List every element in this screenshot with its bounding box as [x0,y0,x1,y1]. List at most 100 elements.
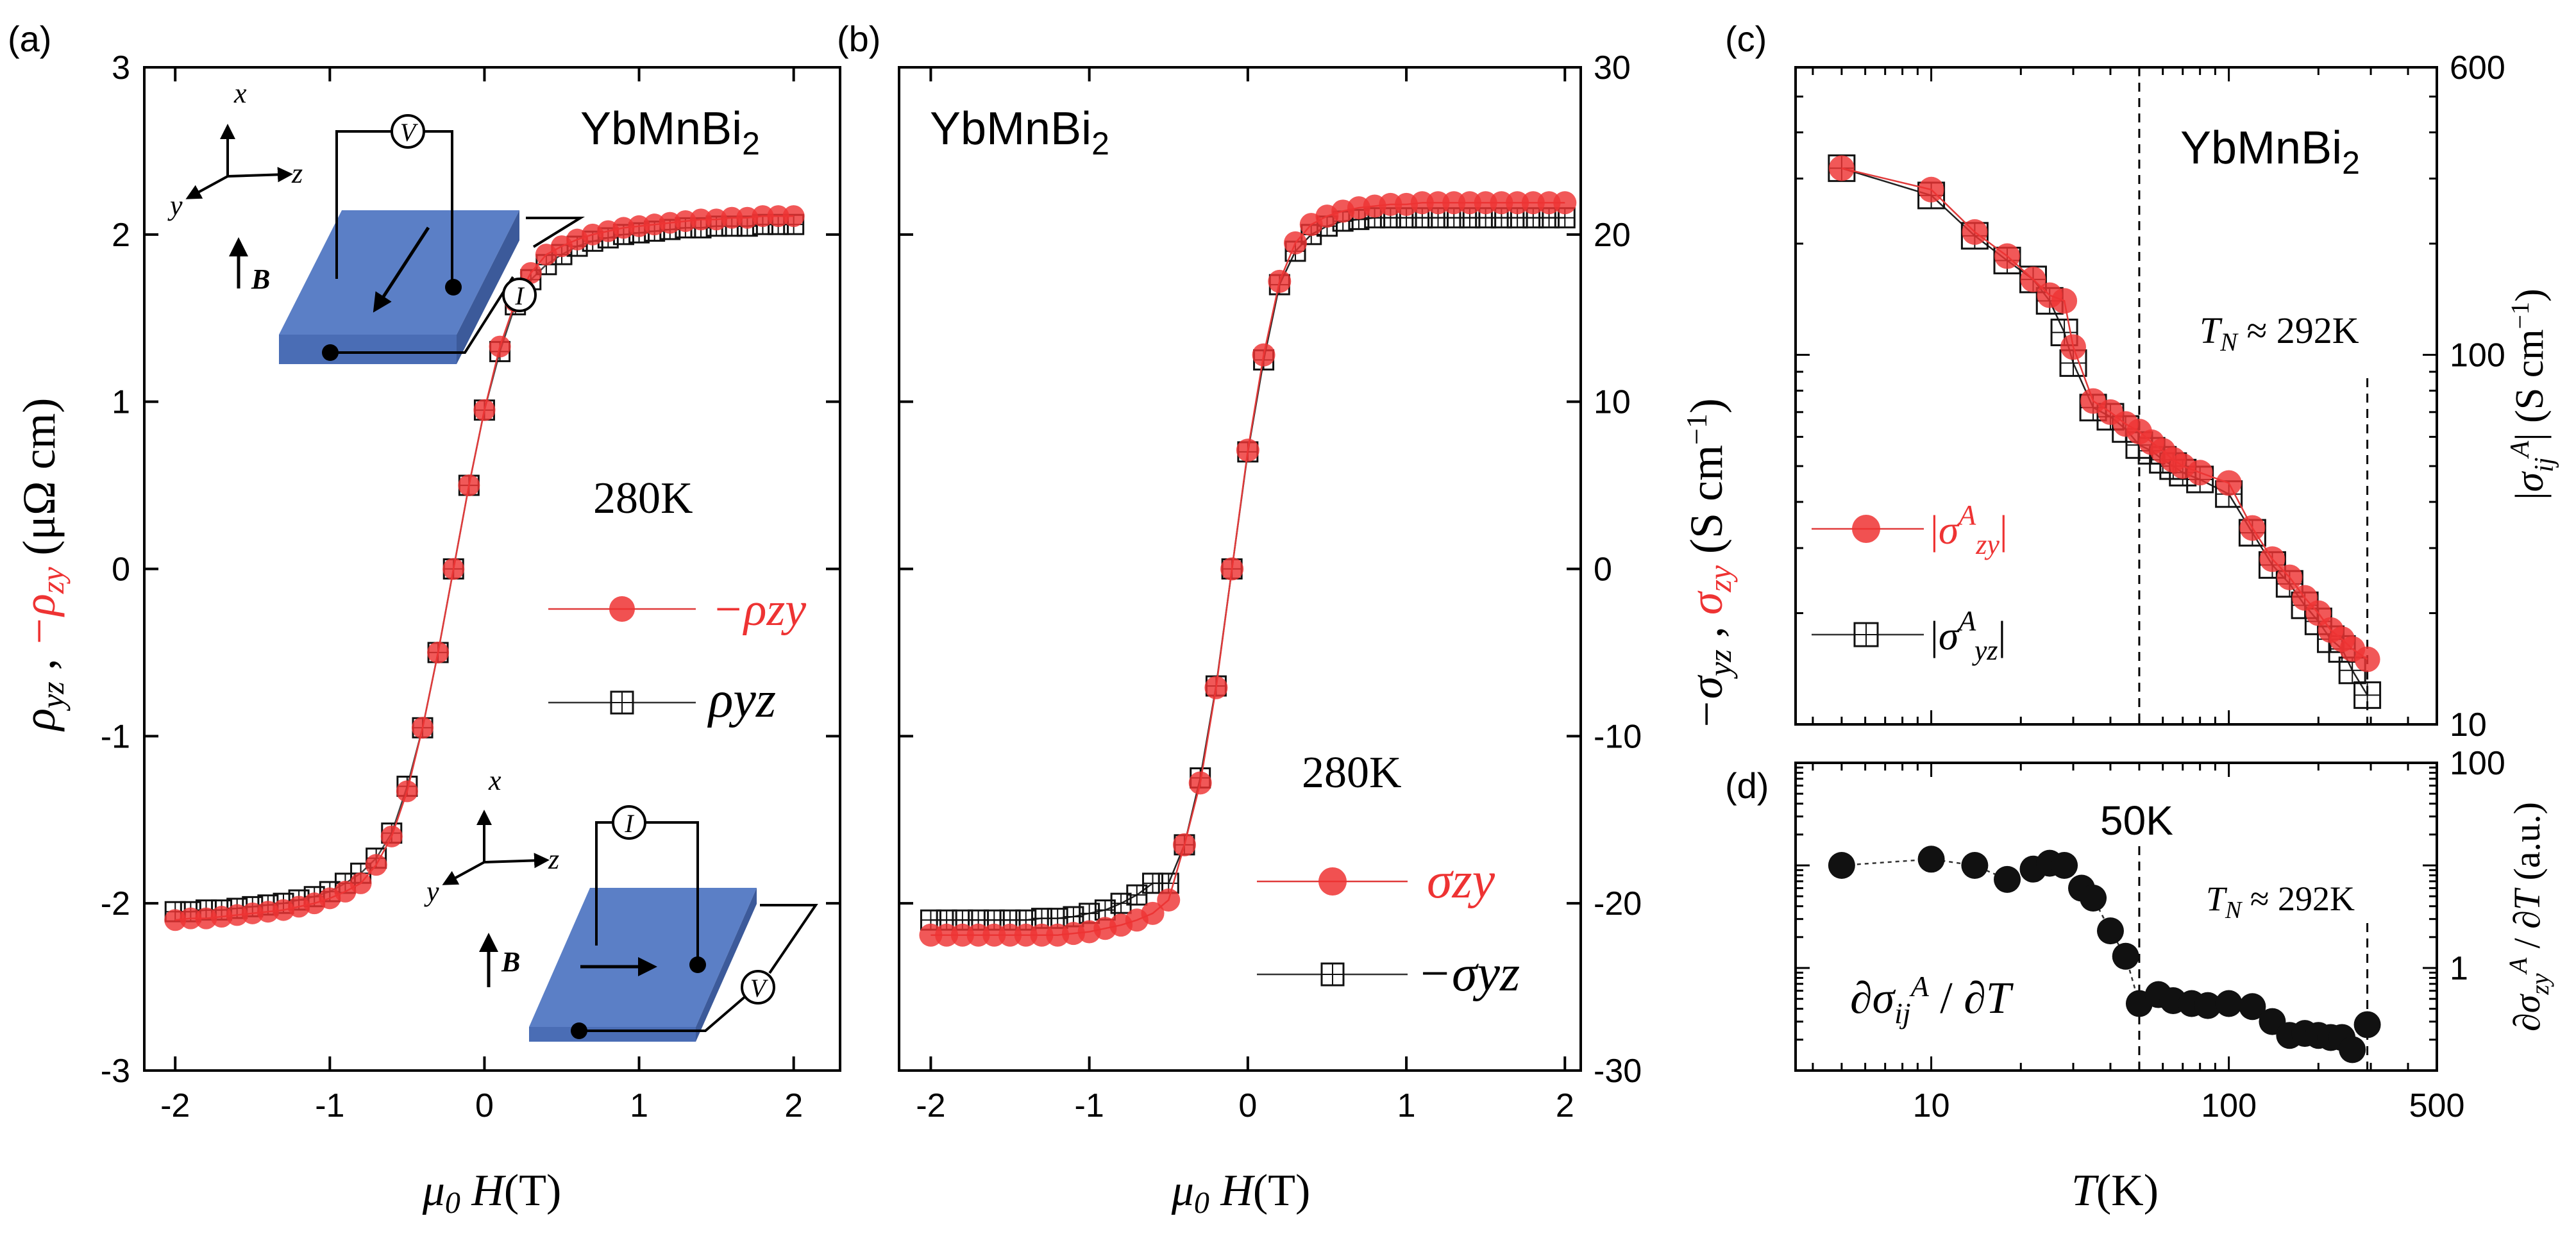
svg-text:V: V [750,974,769,1003]
derivative-point [2194,992,2221,1019]
x-tick-label: -2 [916,1087,945,1124]
x-ticks-a: -2 -1 0 1 2 [160,67,803,1124]
legend-marker-a1 [609,596,635,622]
x-tick-label: 2 [1556,1087,1574,1124]
tn-annotation-c: TN ≈ 292K [2200,310,2359,356]
sigma-zy-point [1014,923,1038,947]
y-tick-label: -10 [1594,718,1642,755]
sigma-zy-point [1252,343,1275,367]
rho-zy-point [473,399,496,421]
x-tick-label: 0 [475,1087,494,1124]
device-schematic-bottom [442,810,550,885]
derivative-point [2239,993,2266,1021]
x-axis-label-b: μ0 H(T) [1171,1166,1311,1220]
sigma-zy-point [1410,191,1434,215]
legend-label-a2: ρyz [707,672,776,728]
svg-text:I: I [624,809,634,838]
axis-x-bottom: x [488,765,501,796]
panel-label-b: (b) [837,19,880,59]
sigma-zy-point [1172,833,1196,856]
sigma-zy-point [1188,771,1212,795]
rho-zy-point [442,558,465,580]
derivative-point [2080,885,2107,912]
vlines-d [2138,846,2369,1071]
y-tick-label: 20 [1594,217,1631,254]
x-tick-label: 0 [1238,1087,1257,1124]
derivative-point [1994,865,2021,893]
rho-zy-point [458,474,480,497]
y-tick-label: 0 [1594,551,1612,588]
sigma-zy-point [1379,192,1402,216]
sigma-zy-point [1490,191,1513,215]
x-tick-label: -1 [1075,1087,1104,1124]
y-ticks-a: -3 -2 -1 0 1 2 3 [101,49,840,1090]
derivative-point [1961,852,1989,879]
y-tick-label: -30 [1594,1053,1642,1090]
derivative-point [2339,1036,2366,1063]
legend-a: −ρzy ρyz [548,583,806,728]
y-tick-label: 600 [2450,49,2505,87]
svg-text:B: B [251,263,270,295]
sigma-zy-point [1141,901,1165,925]
sigma-zy-abs-point [1918,176,1944,203]
panel-label-c: (c) [1725,19,1767,59]
sigma-zy-abs-point [2060,334,2086,360]
field-arrow-bottom: B [479,933,520,987]
svg-text:I: I [514,281,525,310]
rho-zy-point [752,205,774,228]
x-axis-label-d: T(K) [2071,1166,2159,1215]
derivative-point [2051,852,2078,879]
panel-label-d: (d) [1725,765,1769,806]
svg-text:V: V [400,118,419,147]
legend-label-c1: |σAzy| [1930,499,2008,560]
y-tick-label: 3 [112,49,130,87]
sigma-zy-point [1553,191,1577,215]
rho-zy-point [767,205,789,228]
y-tick-label: -20 [1594,885,1642,922]
device-schematic-top [185,124,293,199]
ticks-d: 10 100 500 1 100 [1796,745,2505,1124]
axis-z-bottom: z [548,844,559,875]
y-tick-label: 10 [2450,706,2487,744]
axis-z-top: z [291,158,303,189]
series-c [1828,154,2382,709]
temperature-annotation-d: 50K [2100,797,2173,844]
panel-a: (a) -2 -1 0 1 2 -3 -2 -1 0 1 2 3 μ0 H(T) ρyz , −ρz… [8,19,841,1220]
y-tick-label: -1 [101,718,130,755]
y-axis-label-a: ρyz , −ρzy (μΩ cm) [13,397,71,731]
plot-frame-d [1794,762,2438,1072]
rho-zy-point [349,872,372,894]
x-tick-label: 2 [784,1087,803,1124]
sigma-zy-point [1268,269,1292,293]
ticks-c: 10 100 600 [1796,49,2505,744]
y-tick-label: 1 [112,384,130,421]
sigma-zy-abs-point [2354,646,2380,672]
sigma-zy-abs-point [1994,243,2021,269]
derivative-point [2096,917,2124,945]
sigma-zy-abs-point [2259,546,2286,572]
rho-zy-point [427,641,450,663]
y-ticks-b: -30 -20 -10 0 10 20 30 [899,49,1642,1090]
sigma-zy-point [1284,231,1308,254]
sigma-zy-abs-point [2239,515,2266,541]
sigma-yz-point [1126,884,1148,906]
y-tick-label: 100 [2450,745,2505,782]
derivative-point [2215,990,2243,1017]
y-tick-label: 30 [1594,49,1631,87]
panel-label-a: (a) [8,19,51,59]
x-tick-label: 1 [630,1087,648,1124]
sample-slab-bottom: I V [529,805,818,1042]
legend-label-a1: −ρzy [712,583,806,636]
y-tick-label: 10 [1594,384,1631,421]
sigma-zy-point [982,923,1006,947]
x-ticks-b: -2 -1 0 1 2 [916,67,1574,1124]
sigma-zy-point [919,923,943,947]
field-arrow-top: B [229,237,270,295]
vlines-c [2138,67,2369,724]
sigma-zy-abs-point [1962,219,1988,245]
sample-slab-top: V I [279,114,585,364]
sigma-zy-abs-point [2187,460,2213,486]
temperature-label-a: 280K [593,474,693,523]
